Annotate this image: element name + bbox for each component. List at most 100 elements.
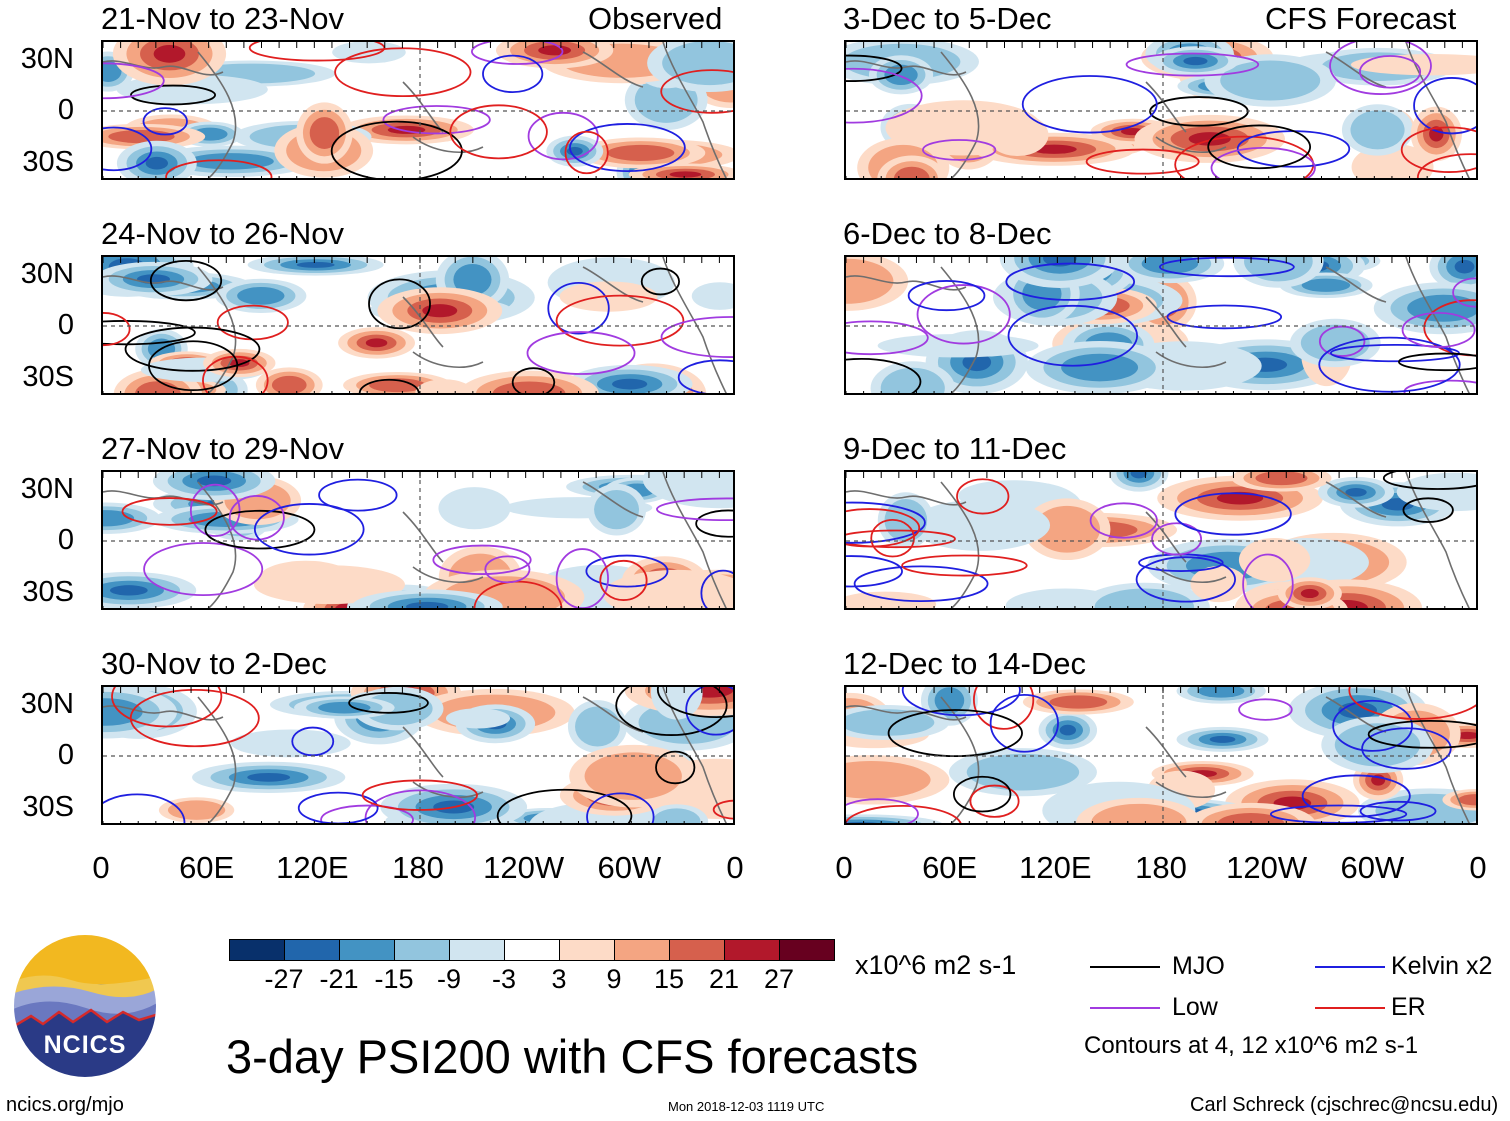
coastline bbox=[846, 490, 967, 506]
wave-contour bbox=[712, 799, 733, 820]
psi-anomaly-shade bbox=[135, 381, 181, 393]
psi-anomaly-shade bbox=[1350, 54, 1476, 76]
psi-anomaly-shade bbox=[846, 822, 878, 823]
lat-label: 0 bbox=[57, 309, 74, 341]
psi-anomaly-shade bbox=[880, 367, 945, 393]
lat-label: 30S bbox=[22, 146, 74, 178]
footer-timestamp: Mon 2018-12-03 1119 UTC bbox=[668, 1099, 825, 1114]
wave-contour bbox=[148, 340, 239, 392]
wave-contour bbox=[870, 518, 915, 558]
wave-contour bbox=[449, 104, 548, 160]
wave-contour bbox=[952, 775, 1012, 813]
wave-contour bbox=[165, 159, 273, 178]
psi-anomaly-shade bbox=[642, 472, 733, 509]
wave-contour bbox=[382, 105, 491, 135]
wave-contour bbox=[1332, 699, 1413, 752]
psi-anomaly-shade bbox=[167, 800, 226, 820]
psi-anomaly-shade bbox=[1141, 257, 1199, 274]
coastline bbox=[1325, 51, 1387, 88]
psi-anomaly-shade bbox=[296, 261, 335, 268]
wave-contour bbox=[228, 495, 285, 541]
wave-contour bbox=[482, 54, 544, 94]
psi-anomaly-shade bbox=[492, 381, 566, 393]
main-title: 3-day PSI200 with CFS forecasts bbox=[226, 1030, 919, 1083]
coastline bbox=[412, 566, 484, 583]
panel-title-6: 6-Dec to 8-Dec bbox=[843, 216, 1052, 251]
map-panel-7 bbox=[844, 470, 1478, 610]
lat-label: 30N bbox=[20, 43, 74, 75]
wave-contour bbox=[1359, 800, 1437, 822]
lat-label: 30S bbox=[22, 361, 74, 393]
psi-anomaly-shade bbox=[103, 61, 122, 82]
colorbar-tick-label: -15 bbox=[374, 964, 414, 994]
wave-contour bbox=[291, 726, 335, 757]
coastline bbox=[1155, 136, 1227, 153]
colorbar-swatch bbox=[284, 939, 340, 961]
footer-url[interactable]: ncics.org/mjo bbox=[6, 1094, 124, 1116]
lon-label: 120E bbox=[1019, 850, 1092, 885]
lat-label: 0 bbox=[57, 94, 74, 126]
coastline bbox=[197, 481, 237, 608]
wave-contour bbox=[121, 497, 218, 526]
legend-line-er bbox=[1315, 1007, 1385, 1009]
coastline bbox=[662, 687, 727, 823]
coastline bbox=[940, 51, 980, 178]
wave-contour bbox=[989, 693, 1059, 753]
panel-title-7: 9-Dec to 11-Dec bbox=[843, 431, 1067, 466]
coastline bbox=[582, 696, 644, 733]
wave-contour bbox=[318, 478, 398, 512]
wave-contour bbox=[149, 259, 223, 302]
coastline bbox=[846, 705, 967, 721]
psi-anomaly-shade bbox=[584, 752, 682, 800]
psi-anomaly-shade bbox=[1345, 487, 1367, 497]
ncics-logo: NCICS bbox=[11, 932, 159, 1080]
psi-anomaly-shade bbox=[1061, 353, 1139, 382]
psi-anomaly-shade bbox=[1396, 472, 1476, 512]
map-panel-2 bbox=[101, 255, 735, 395]
lon-label: 0 bbox=[726, 850, 744, 885]
lon-label: 120W bbox=[1226, 850, 1308, 885]
psi-anomaly-shade bbox=[1059, 724, 1076, 736]
psi-anomaly-shade bbox=[594, 489, 640, 530]
wave-contour bbox=[1089, 502, 1158, 539]
lon-label: 60E bbox=[922, 850, 978, 885]
coastline bbox=[940, 481, 980, 608]
wave-contour bbox=[901, 554, 1028, 577]
wave-contour bbox=[846, 798, 919, 823]
psi-anomaly-shade bbox=[652, 808, 701, 823]
wave-contour bbox=[564, 130, 609, 175]
coastline bbox=[103, 60, 224, 76]
wave-contour bbox=[1416, 153, 1476, 178]
panel-title-4: 30-Nov to 2-Dec bbox=[101, 646, 327, 681]
wave-contour bbox=[846, 804, 962, 823]
forecast-label: CFS Forecast bbox=[1265, 1, 1457, 36]
psi-anomaly-shade bbox=[318, 701, 371, 714]
wave-contour bbox=[660, 69, 733, 114]
wave-contour bbox=[1382, 472, 1476, 490]
coastline bbox=[582, 266, 644, 303]
psi-anomaly-shade bbox=[1183, 56, 1208, 66]
psi-anomaly-shade bbox=[1301, 278, 1351, 292]
coastline bbox=[197, 51, 237, 178]
psi-anomaly-shade bbox=[153, 44, 186, 63]
lon-label: 0 bbox=[1469, 850, 1487, 885]
colorbar-swatch bbox=[669, 939, 725, 961]
footer-credit: Carl Schreck (cjschrec@ncsu.edu) bbox=[1190, 1094, 1499, 1116]
psi-anomaly-shade bbox=[369, 378, 426, 393]
psi-anomaly-shade bbox=[1217, 812, 1285, 823]
wave-contour bbox=[297, 791, 379, 823]
map-panel-1 bbox=[101, 40, 735, 180]
wave-contour bbox=[615, 687, 728, 736]
contour-note: Contours at 4, 12 x10^6 m2 s-1 bbox=[1084, 1032, 1419, 1059]
psi-anomaly-shade bbox=[1197, 687, 1245, 698]
coastline bbox=[402, 726, 444, 778]
colorbar-swatch bbox=[614, 939, 670, 961]
legend-label-mjo: MJO bbox=[1172, 952, 1225, 980]
psi-anomaly-shade bbox=[247, 772, 291, 782]
psi-anomaly-shade bbox=[986, 113, 1049, 157]
psi-anomaly-shade bbox=[1033, 505, 1100, 553]
psi-anomaly-shade bbox=[934, 687, 965, 714]
colorbar-tick-label: 3 bbox=[551, 964, 567, 994]
wave-contour bbox=[1318, 336, 1461, 393]
wave-contour bbox=[846, 320, 929, 356]
